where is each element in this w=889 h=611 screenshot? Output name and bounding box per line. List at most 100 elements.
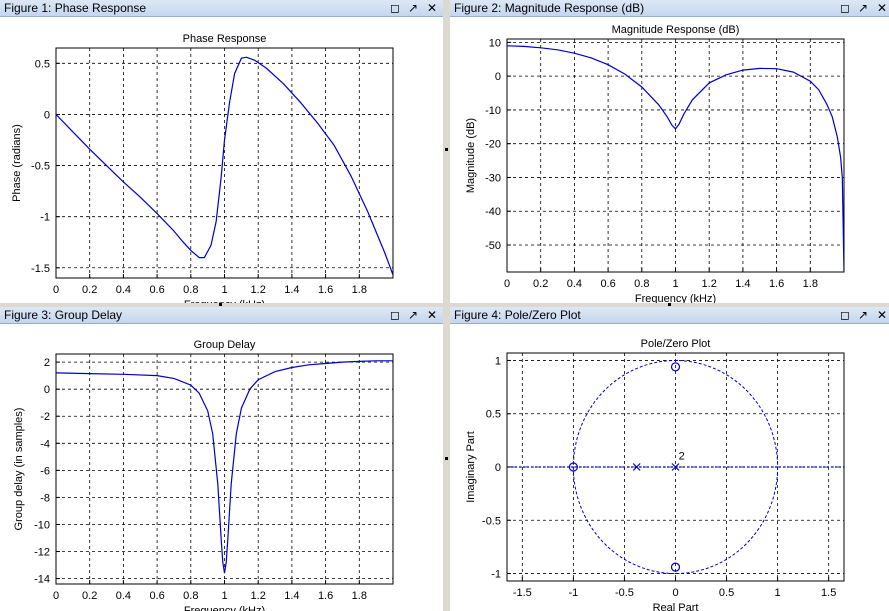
y-tick-label: -50 [485,240,501,252]
close-icon[interactable]: ✕ [876,1,888,15]
series-line [56,56,393,276]
y-tick-label: -4 [40,438,50,450]
x-axis-label: Frequency (kHz) [635,293,716,303]
y-axis-label: Group delay (in samples) [13,408,25,531]
x-tick-label: 1.4 [735,278,750,290]
x-tick-label: -1 [568,587,578,599]
y-tick-label: -1 [40,212,50,224]
dock-arrow-icon[interactable]: ↗ [407,308,419,322]
chart-title: Phase Response [183,33,267,45]
x-tick-label: 1 [672,278,678,290]
y-tick-label: -30 [485,172,501,184]
y-tick-label: -14 [34,574,50,586]
y-axis-label: Magnitude (dB) [465,118,477,193]
x-tick-label: 0.4 [567,278,582,290]
close-icon[interactable]: ✕ [426,308,438,322]
figure-panel-pole-zero: Figure 4: Pole/Zero Plot ◻ ↗ ✕ Pole/Zero… [450,307,889,611]
y-tick-label: -0.5 [482,515,501,527]
y-tick-label: 0 [495,462,501,474]
series-line [56,360,393,574]
x-tick-label: -1.5 [513,587,532,599]
zero-marker [568,462,578,472]
close-icon[interactable]: ✕ [426,1,438,15]
x-tick-label: 0.2 [82,590,97,602]
chart-title: Magnitude Response (dB) [612,24,740,36]
x-tick-label: 0.5 [719,587,734,599]
undock-icon[interactable]: ◻ [840,308,850,322]
panel-titlebar[interactable]: Figure 3: Group Delay ◻ ↗ ✕ [0,307,443,324]
zero-marker [670,562,681,572]
x-tick-label: 0.6 [149,590,164,602]
chart-title: Pole/Zero Plot [641,338,711,350]
y-tick-label: 0.5 [35,58,50,70]
x-tick-label: 0.2 [533,278,548,290]
panel-titlebar[interactable]: Figure 4: Pole/Zero Plot ◻ ↗ ✕ [450,307,889,324]
x-tick-label: 1.5 [821,587,836,599]
x-tick-label: 1.2 [251,590,266,602]
phase-response-chart: Phase Response 0 0.2 0.4 0.6 0.8 1 1.2 1.4 1.6 1.8… [11,33,394,303]
pole-multiplicity-label: 2 [679,451,685,463]
y-tick-label: -20 [485,139,501,151]
x-tick-label: 1.4 [284,590,299,602]
x-tick-label: 0.2 [82,284,97,296]
x-tick-label: 0 [53,590,59,602]
splitter-grip-icon[interactable] [445,457,448,460]
x-tick-label: 1 [221,590,227,602]
y-tick-label: -8 [40,492,50,504]
panel-titlebar[interactable]: Figure 1: Phase Response ◻ ↗ ✕ [0,0,443,17]
undock-icon[interactable]: ◻ [390,1,400,15]
unit-circle [572,359,779,575]
y-tick-label: -10 [34,519,50,531]
x-tick-label: 0.6 [600,278,615,290]
x-tick-label: 0.4 [116,284,131,296]
x-tick-label: 1.4 [284,284,299,296]
y-tick-label: -1.5 [31,263,50,275]
figure-panel-magnitude: Figure 2: Magnitude Response (dB) ◻ ↗ ✕ … [450,0,889,303]
x-axis-label: Frequency (kHz) [184,605,265,611]
group-delay-chart: Group Delay 0 0.2 0.4 0.6 0.8 1 1.2 1.4 1.6 1.8 -14… [13,339,394,611]
y-tick-label: -2 [40,411,50,423]
x-tick-label: 0.8 [183,590,198,602]
dock-arrow-icon[interactable]: ↗ [857,1,869,15]
dock-arrow-icon[interactable]: ↗ [407,1,419,15]
x-tick-label: 1.6 [318,590,333,602]
x-tick-label: -0.5 [615,587,634,599]
horizontal-splitter[interactable] [0,303,889,307]
x-tick-label: 1.8 [352,590,367,602]
panel-title: Figure 2: Magnitude Response (dB) [454,1,645,15]
x-tick-label: 1.8 [352,284,367,296]
pole-marker [671,463,680,471]
y-axis-label: Imaginary Part [465,431,477,503]
figure-panel-group-delay: Figure 3: Group Delay ◻ ↗ ✕ Group Delay 0… [0,307,443,611]
dock-arrow-icon[interactable]: ↗ [857,308,869,322]
chart-title: Group Delay [194,339,256,351]
x-tick-label: 0.8 [634,278,649,290]
panel-title: Figure 4: Pole/Zero Plot [454,308,581,322]
y-tick-label: -40 [485,206,501,218]
x-tick-label: 0.6 [149,284,164,296]
y-tick-label: 0 [44,384,50,396]
x-tick-label: 0.4 [116,590,131,602]
x-tick-label: 1 [221,284,227,296]
x-tick-label: 0 [504,278,510,290]
pole-marker [632,463,641,471]
splitter-grip-icon[interactable] [219,303,222,306]
splitter-grip-icon[interactable] [668,303,671,306]
x-axis-label: Real Part [653,602,699,611]
x-tick-label: 1.6 [318,284,333,296]
close-icon[interactable]: ✕ [876,308,888,322]
undock-icon[interactable]: ◻ [390,308,400,322]
y-tick-label: 1 [495,355,501,367]
x-tick-label: 0 [53,284,59,296]
undock-icon[interactable]: ◻ [840,1,850,15]
splitter-grip-icon[interactable] [445,148,448,151]
panel-title: Figure 3: Group Delay [4,308,123,322]
x-tick-label: 1.2 [251,284,266,296]
y-tick-label: 10 [489,37,501,49]
y-tick-label: 2 [44,357,50,369]
x-tick-label: 1 [775,587,781,599]
series-line [507,45,844,272]
pole-zero-chart: Pole/Zero Plot -1.5 -1 -0.5 0 0.5 1 1.5 -1 -0.5 0 0… [465,338,845,611]
x-tick-label: 1.8 [803,278,818,290]
panel-titlebar[interactable]: Figure 2: Magnitude Response (dB) ◻ ↗ ✕ [450,0,889,17]
